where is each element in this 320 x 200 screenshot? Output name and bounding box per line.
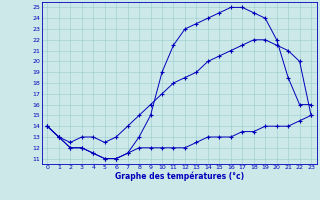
- X-axis label: Graphe des températures (°c): Graphe des températures (°c): [115, 172, 244, 181]
